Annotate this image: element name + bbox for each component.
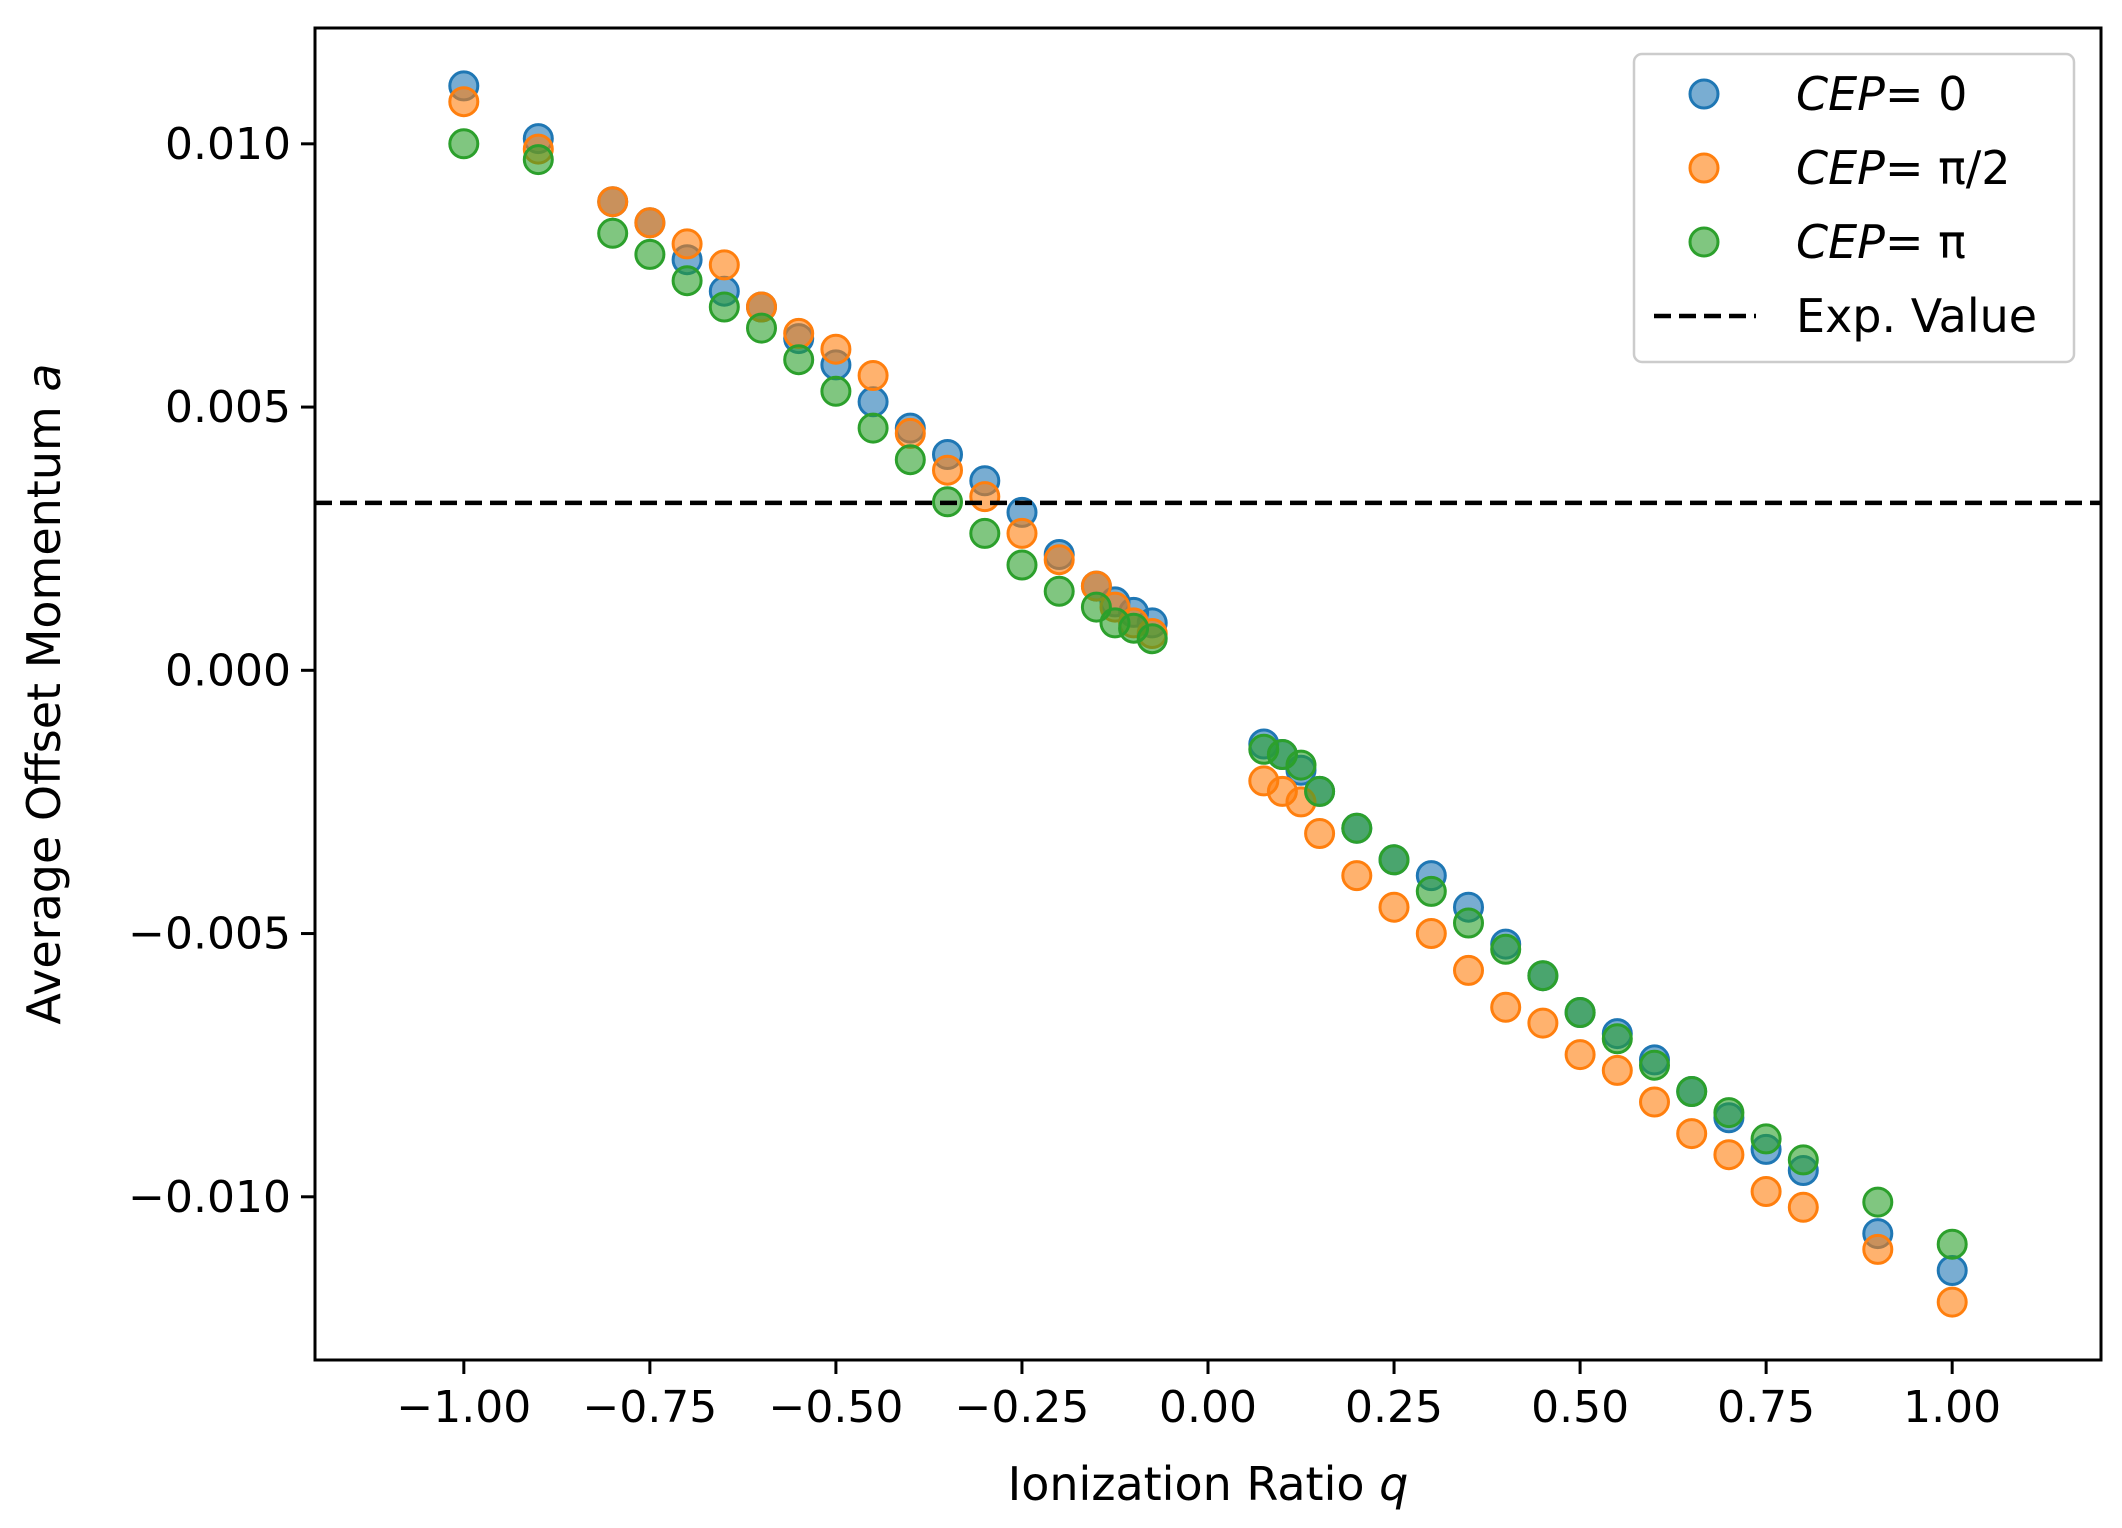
data-point-series-1-12 [969,481,1001,513]
x-tick-label-6: 0.50 [1531,1382,1629,1433]
x-tick-label-1: −0.75 [582,1382,717,1433]
legend-marker-cep-pi-2 [1688,152,1720,184]
y-tick-label-2: 0.000 [165,645,291,696]
data-point-series-2-13 [1006,549,1038,581]
data-point-series-1-3 [634,207,666,239]
y-tick-label-4: −0.010 [128,1172,291,1223]
data-point-series-1-31 [1639,1086,1670,1118]
data-points [448,70,1968,1318]
data-point-series-1-33 [1713,1139,1745,1171]
data-point-series-2-2 [597,217,629,249]
y-tick-label-1: 0.005 [165,382,291,433]
data-point-series-2-36 [1862,1186,1894,1218]
data-point-series-2-12 [969,517,1001,549]
data-point-series-1-26 [1453,954,1484,986]
data-point-series-1-11 [932,454,963,486]
data-point-series-1-14 [1043,544,1075,576]
y-tick-label-3: −0.005 [128,909,291,960]
data-point-series-2-9 [857,412,889,444]
data-point-series-1-13 [1006,517,1038,549]
x-tick-label-2: −0.50 [768,1382,903,1433]
legend: CEP= 0 CEP= π/2 CEP= π Exp. Value [1632,52,2076,364]
y-axis-title: Average Offset Momentum a [17,363,71,1024]
x-axis-title: Ionization Ratio q [1008,1457,1409,1511]
data-point-series-0-37 [1936,1255,1968,1286]
legend-entry-cep-pi-2: CEP= π/2 [1796,141,2011,195]
x-tick-label-0: −1.00 [396,1382,531,1433]
legend-entry-exp-value: Exp. Value [1796,289,2037,343]
data-point-series-2-21 [1285,749,1317,781]
y-axis-ticks: 0.010 0.005 0.000 −0.005 −0.010 [128,119,315,1223]
data-point-series-1-37 [1936,1286,1968,1318]
x-tick-label-4: 0.00 [1159,1382,1257,1433]
data-point-series-2-24 [1378,844,1410,876]
data-point-series-2-3 [634,238,666,270]
data-point-series-2-0 [448,128,480,160]
data-point-series-2-35 [1787,1144,1819,1176]
data-point-series-2-27 [1490,933,1522,965]
data-point-series-1-10 [894,417,926,449]
data-point-series-2-29 [1564,997,1596,1028]
x-axis-ticks: −1.00 −0.75 −0.50 −0.25 0.00 0.25 0.50 0.75 1.00 [396,1360,2001,1433]
data-point-series-2-34 [1750,1123,1782,1155]
data-point-series-2-5 [708,291,740,323]
data-point-series-2-31 [1639,1049,1670,1081]
data-point-series-1-28 [1527,1007,1559,1039]
data-point-series-2-32 [1676,1076,1708,1107]
data-point-series-1-5 [708,249,740,281]
data-point-series-2-14 [1043,575,1075,607]
y-tick-label-0: 0.010 [165,119,291,170]
data-point-series-1-0 [448,86,480,118]
data-point-series-2-22 [1304,775,1336,807]
data-point-series-1-34 [1750,1176,1782,1207]
data-point-series-2-6 [746,312,777,344]
data-point-series-1-8 [820,333,852,365]
legend-entry-cep-0: CEP= 0 [1796,67,1967,121]
legend-marker-cep-pi [1688,226,1720,258]
data-point-series-2-18 [1136,623,1168,655]
legend-marker-cep-0 [1688,78,1720,110]
data-point-series-1-35 [1787,1191,1819,1223]
data-point-series-2-30 [1601,1023,1633,1055]
data-point-series-1-24 [1378,891,1410,923]
data-point-series-2-7 [783,344,815,376]
data-point-series-2-10 [894,444,926,476]
x-tick-label-8: 1.00 [1903,1382,2001,1433]
data-point-series-1-4 [671,228,703,260]
data-point-series-2-25 [1415,875,1447,907]
data-point-series-1-9 [857,360,889,391]
legend-box [1632,52,2076,364]
data-point-series-1-2 [597,186,629,218]
data-point-series-2-37 [1936,1228,1968,1260]
data-point-series-2-8 [820,375,852,407]
data-point-series-1-25 [1415,918,1447,949]
data-point-series-1-7 [783,317,815,349]
data-point-series-2-23 [1341,812,1373,844]
data-point-series-1-23 [1341,860,1373,892]
data-point-series-1-22 [1304,818,1336,849]
data-point-series-2-1 [522,144,554,176]
x-tick-label-5: 0.25 [1345,1382,1443,1433]
data-point-series-2-28 [1527,960,1559,992]
data-point-series-1-27 [1490,991,1522,1023]
data-point-series-1-36 [1862,1233,1894,1265]
data-point-series-1-29 [1564,1039,1596,1071]
data-point-series-0-9 [857,386,889,418]
legend-entry-cep-pi: CEP= π [1796,215,1966,269]
data-point-series-1-32 [1676,1118,1708,1150]
x-tick-label-7: 0.75 [1717,1382,1815,1433]
data-point-series-2-4 [671,265,703,297]
data-point-series-2-26 [1453,907,1484,939]
data-point-series-1-30 [1601,1054,1633,1086]
x-tick-label-3: −0.25 [955,1382,1090,1433]
data-point-series-2-33 [1713,1097,1745,1129]
